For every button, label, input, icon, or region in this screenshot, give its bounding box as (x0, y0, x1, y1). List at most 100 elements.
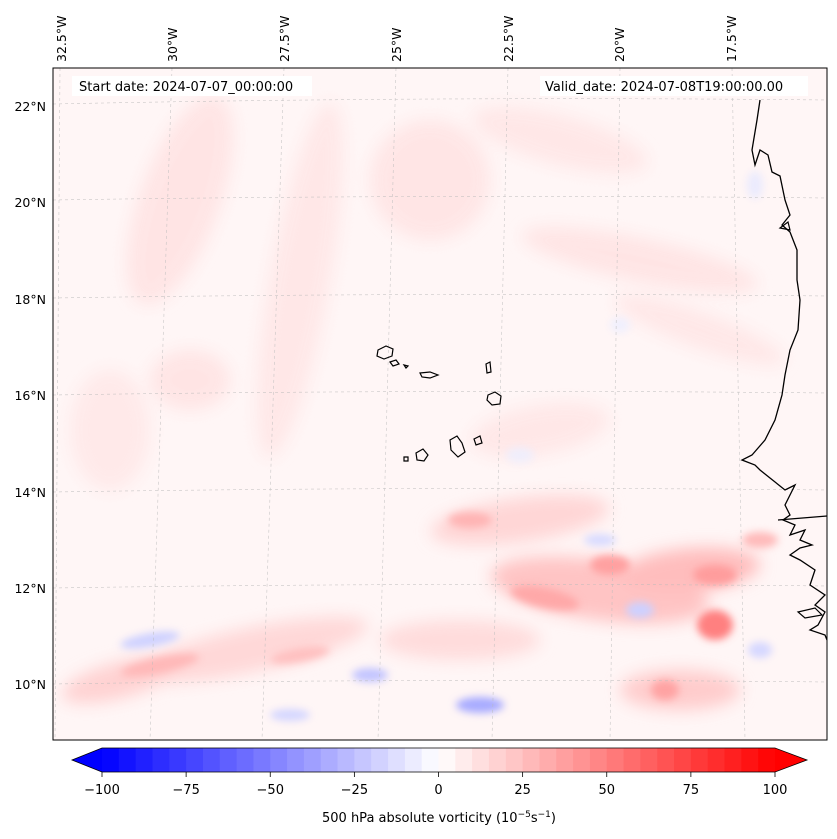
colorbar-segment (118, 748, 137, 772)
colorbar-tick-label: −25 (341, 783, 368, 798)
colorbar-label: 500 hPa absolute vorticity (10−5s−1) (322, 810, 556, 826)
island-coastline (403, 456, 409, 462)
lat-label: 10°N (14, 677, 46, 692)
parallel-line (53, 680, 827, 685)
colorbar-segment (707, 748, 726, 772)
vorticity-patch (748, 642, 772, 658)
colorbar-segment (455, 748, 473, 772)
colorbar-label-mid: s (531, 811, 538, 826)
lat-label: 12°N (14, 581, 46, 596)
colorbar-segment (505, 748, 524, 772)
start-date-box (72, 76, 312, 96)
meridian-line (149, 68, 173, 740)
colorbar-tick-label: 75 (683, 783, 700, 798)
colorbar-segment (337, 748, 355, 772)
colorbar-segment (371, 748, 389, 772)
colorbar-segment (488, 748, 507, 772)
lon-label: 30°W (165, 27, 180, 62)
colorbar-segment (690, 748, 709, 772)
parallel-line (53, 294, 827, 299)
vorticity-patch (522, 227, 758, 293)
lat-label: 16°N (14, 388, 46, 403)
lon-label: 32.5°W (54, 16, 69, 62)
lon-label: 22.5°W (501, 16, 516, 62)
vorticity-patch (256, 102, 344, 458)
vorticity-patch (70, 370, 150, 490)
vorticity-patch (693, 565, 737, 585)
vorticity-patch (615, 294, 785, 366)
valid-date-text: Valid_date: 2024-07-08T19:00:00.00 (545, 80, 783, 95)
colorbar-segment (186, 748, 204, 772)
vorticity-patch (472, 106, 648, 174)
colorbar-segment (102, 748, 120, 772)
lon-label: 20°W (612, 27, 627, 62)
island-coastline (415, 448, 429, 462)
colorbar-label-main: 500 hPa absolute vorticity (10 (322, 811, 518, 826)
island-coastline (402, 364, 410, 369)
colorbar-segment (421, 748, 439, 772)
colorbar-tick-label: −75 (172, 783, 199, 798)
colorbar-segment (640, 748, 658, 772)
vorticity-patch (126, 95, 234, 305)
vorticity-patch (352, 668, 388, 682)
colorbar-segment (169, 748, 187, 772)
colorbar-segment (724, 748, 742, 772)
meridian-line (54, 68, 61, 740)
colorbar-tick-label: −100 (84, 783, 120, 798)
meridian-line (731, 68, 746, 740)
colorbar-segment (606, 748, 625, 772)
island-coastline (389, 359, 400, 367)
colorbar-max-extend (775, 748, 807, 772)
vorticity-patch (651, 680, 679, 700)
colorbar-segments (102, 748, 776, 772)
vorticity-field (53, 68, 827, 740)
lat-label: 14°N (14, 485, 46, 500)
island-coastline (473, 435, 483, 446)
colorbar-segment (354, 748, 372, 772)
vorticity-patch (380, 620, 540, 660)
africa-coastline (777, 515, 827, 521)
vorticity-patch (456, 697, 504, 713)
colorbar-segment (135, 748, 153, 772)
vorticity-patch (590, 555, 630, 575)
colorbar-segment (589, 748, 608, 772)
cape-verde-islands (376, 345, 502, 462)
colorbar-segment (472, 748, 490, 772)
meridian-line (377, 68, 397, 740)
island-coastline (486, 391, 502, 406)
colorbar-tick-label: 25 (514, 783, 531, 798)
vorticity-patch (620, 670, 740, 710)
parallel-line (53, 196, 827, 201)
colorbar-tick-label: 50 (598, 783, 615, 798)
colorbar-segment (674, 748, 692, 772)
vorticity-patch (270, 709, 310, 721)
vorticity-patch (120, 653, 200, 677)
vorticity-patch (697, 610, 733, 640)
colorbar-segment (556, 748, 574, 772)
colorbar-tick-label: −50 (257, 783, 284, 798)
lon-label: 27.5°W (277, 16, 292, 62)
island-coastline (376, 345, 394, 360)
vorticity-patch (132, 617, 368, 683)
colorbar-min-extend (72, 748, 102, 772)
map-frame (52, 67, 828, 741)
graticule (53, 68, 827, 740)
colorbar: −100 −75 −50 −25 0 25 50 75 100 500 hPa absolute… (70, 747, 809, 826)
colorbar-label-exp2: −1 (538, 810, 551, 820)
start-date-text: Start date: 2024-07-07_00:00:00 (79, 80, 293, 95)
africa-coastline (778, 220, 791, 231)
valid-date-box (540, 76, 808, 96)
parallel-line (53, 98, 827, 105)
vorticity-patch (626, 602, 654, 618)
vorticity-patch (506, 447, 534, 463)
colorbar-segment (388, 748, 406, 772)
colorbar-segment (539, 748, 557, 772)
africa-coastline (796, 607, 824, 619)
vorticity-patch (448, 512, 492, 528)
colorbar-ticks: −100 −75 −50 −25 0 25 50 75 100 (84, 772, 787, 798)
latitude-labels: 22°N 20°N 18°N 16°N 14°N 12°N 10°N (14, 99, 46, 692)
map-panel: Start date: 2024-07-07_00:00:00 Valid_da… (52, 67, 828, 741)
colorbar-segment (438, 748, 456, 772)
colorbar-segment (741, 748, 759, 772)
